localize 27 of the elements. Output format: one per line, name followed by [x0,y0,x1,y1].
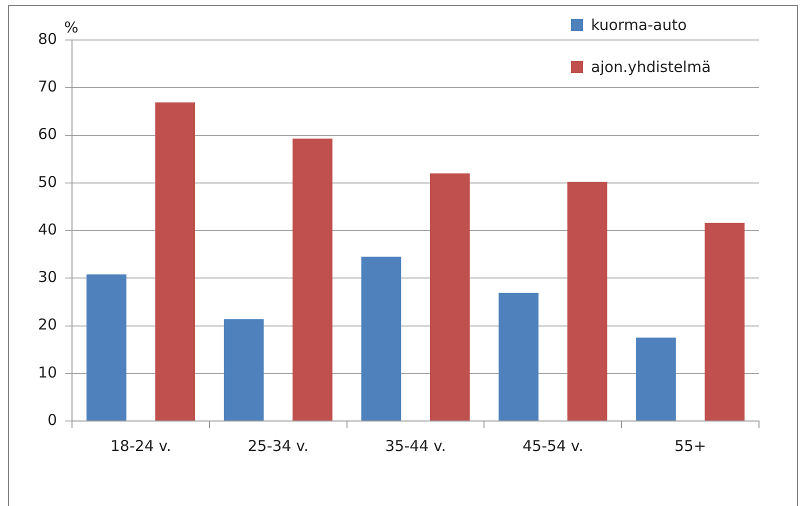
x-tick-label: 35-44 v. [385,436,446,455]
x-tick-label: 45-54 v. [522,436,584,455]
bar [224,319,264,420]
legend-label: ajon.yhdistelmä [591,58,711,76]
y-tick-label: 10 [38,363,58,382]
y-axis-title: % [64,18,78,36]
bar [567,182,608,420]
y-tick-label: 0 [48,410,58,429]
y-tick-label: 70 [38,78,58,96]
x-tick-label: 18-24 v. [110,436,172,455]
bar [636,338,676,420]
bar [430,173,470,420]
x-tick-label: 55+ [674,436,706,455]
y-tick-label: 40 [38,220,58,238]
y-tick-label: 60 [38,125,58,144]
x-tick-label: 25-34 v. [248,436,309,455]
y-tick-label: 80 [38,30,58,48]
y-tick-label: 50 [38,172,58,191]
bar [292,138,332,420]
bar [155,102,196,420]
bar [704,222,745,420]
bar [498,292,538,420]
bar [361,256,402,420]
bar [86,274,126,420]
y-tick-label: 30 [38,268,58,286]
legend-label: kuorma-auto [591,16,687,34]
y-tick-label: 20 [38,316,58,334]
